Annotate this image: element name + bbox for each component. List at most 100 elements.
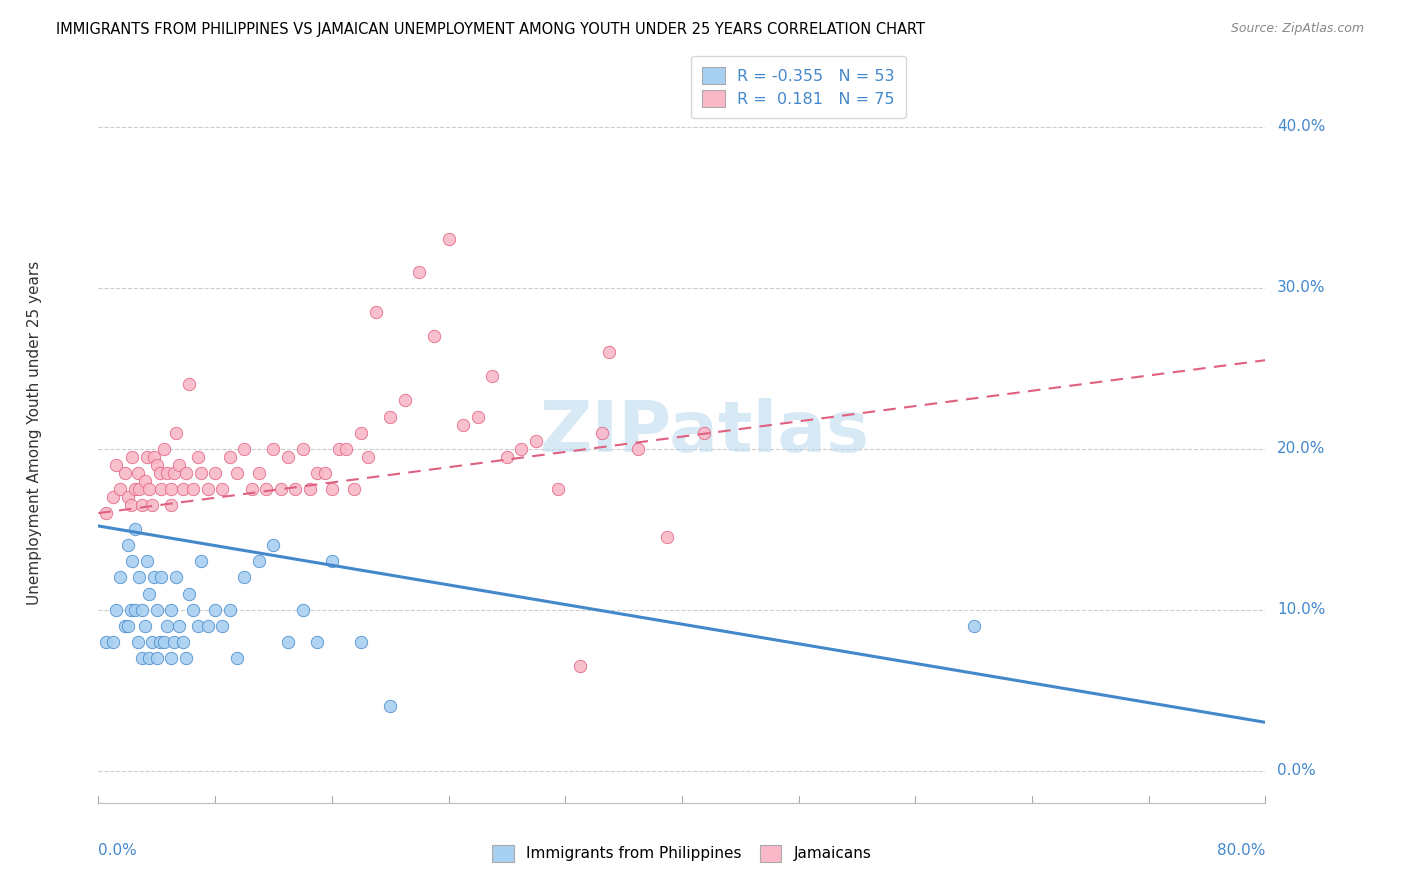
- Point: [451, 417, 474, 432]
- Text: 0.0%: 0.0%: [1277, 764, 1316, 778]
- Point: [204, 466, 226, 480]
- Point: [307, 466, 329, 480]
- Point: [124, 602, 146, 616]
- Point: [141, 498, 163, 512]
- Point: [138, 482, 160, 496]
- Point: [218, 450, 240, 464]
- Point: [568, 659, 591, 673]
- Text: 20.0%: 20.0%: [1277, 442, 1326, 456]
- Point: [262, 538, 284, 552]
- Point: [149, 635, 172, 649]
- Point: [591, 425, 613, 440]
- Point: [233, 570, 256, 584]
- Text: 0.0%: 0.0%: [98, 843, 138, 858]
- Point: [131, 498, 153, 512]
- Point: [262, 442, 284, 456]
- Point: [335, 442, 357, 456]
- Point: [233, 442, 256, 456]
- Text: 30.0%: 30.0%: [1277, 280, 1326, 295]
- Point: [110, 570, 132, 584]
- Point: [247, 466, 270, 480]
- Point: [114, 619, 136, 633]
- Point: [510, 442, 533, 456]
- Point: [174, 651, 197, 665]
- Point: [481, 369, 503, 384]
- Point: [197, 619, 219, 633]
- Point: [350, 635, 373, 649]
- Point: [127, 635, 149, 649]
- Point: [343, 482, 366, 496]
- Point: [167, 619, 190, 633]
- Point: [146, 458, 169, 472]
- Point: [467, 409, 489, 424]
- Text: Unemployment Among Youth under 25 years: Unemployment Among Youth under 25 years: [27, 260, 42, 605]
- Point: [165, 425, 187, 440]
- Point: [277, 635, 299, 649]
- Point: [524, 434, 547, 448]
- Point: [124, 522, 146, 536]
- Point: [380, 699, 402, 714]
- Point: [284, 482, 307, 496]
- Point: [291, 442, 314, 456]
- Text: Source: ZipAtlas.com: Source: ZipAtlas.com: [1230, 22, 1364, 36]
- Point: [135, 450, 157, 464]
- Point: [547, 482, 569, 496]
- Point: [181, 602, 204, 616]
- Point: [121, 450, 143, 464]
- Point: [172, 635, 194, 649]
- Point: [160, 482, 183, 496]
- Point: [101, 635, 124, 649]
- Point: [364, 305, 387, 319]
- Point: [437, 232, 460, 246]
- Point: [187, 619, 209, 633]
- Point: [160, 602, 183, 616]
- Point: [291, 602, 314, 616]
- Legend: Immigrants from Philippines, Jamaicans: Immigrants from Philippines, Jamaicans: [485, 838, 879, 869]
- Point: [131, 602, 153, 616]
- Point: [496, 450, 519, 464]
- Point: [135, 554, 157, 568]
- Point: [190, 554, 212, 568]
- Point: [114, 466, 136, 480]
- Point: [172, 482, 194, 496]
- Point: [328, 442, 350, 456]
- Point: [177, 586, 200, 600]
- Point: [380, 409, 402, 424]
- Point: [226, 466, 249, 480]
- Point: [131, 651, 153, 665]
- Point: [153, 442, 176, 456]
- Point: [101, 490, 124, 504]
- Point: [110, 482, 132, 496]
- Point: [160, 651, 183, 665]
- Point: [124, 482, 146, 496]
- Point: [181, 482, 204, 496]
- Point: [350, 425, 373, 440]
- Point: [146, 602, 169, 616]
- Point: [94, 506, 117, 520]
- Point: [408, 265, 430, 279]
- Point: [277, 450, 299, 464]
- Point: [142, 450, 165, 464]
- Point: [104, 602, 127, 616]
- Text: 80.0%: 80.0%: [1218, 843, 1265, 858]
- Point: [163, 466, 186, 480]
- Point: [138, 651, 160, 665]
- Point: [314, 466, 336, 480]
- Point: [254, 482, 277, 496]
- Point: [153, 635, 176, 649]
- Point: [187, 450, 209, 464]
- Point: [423, 329, 446, 343]
- Text: 10.0%: 10.0%: [1277, 602, 1326, 617]
- Point: [247, 554, 270, 568]
- Point: [150, 482, 173, 496]
- Point: [298, 482, 321, 496]
- Point: [94, 635, 117, 649]
- Point: [240, 482, 263, 496]
- Point: [270, 482, 292, 496]
- Text: IMMIGRANTS FROM PHILIPPINES VS JAMAICAN UNEMPLOYMENT AMONG YOUTH UNDER 25 YEARS : IMMIGRANTS FROM PHILIPPINES VS JAMAICAN …: [56, 22, 925, 37]
- Point: [128, 570, 150, 584]
- Point: [120, 498, 142, 512]
- Point: [163, 635, 186, 649]
- Point: [211, 482, 233, 496]
- Point: [165, 570, 187, 584]
